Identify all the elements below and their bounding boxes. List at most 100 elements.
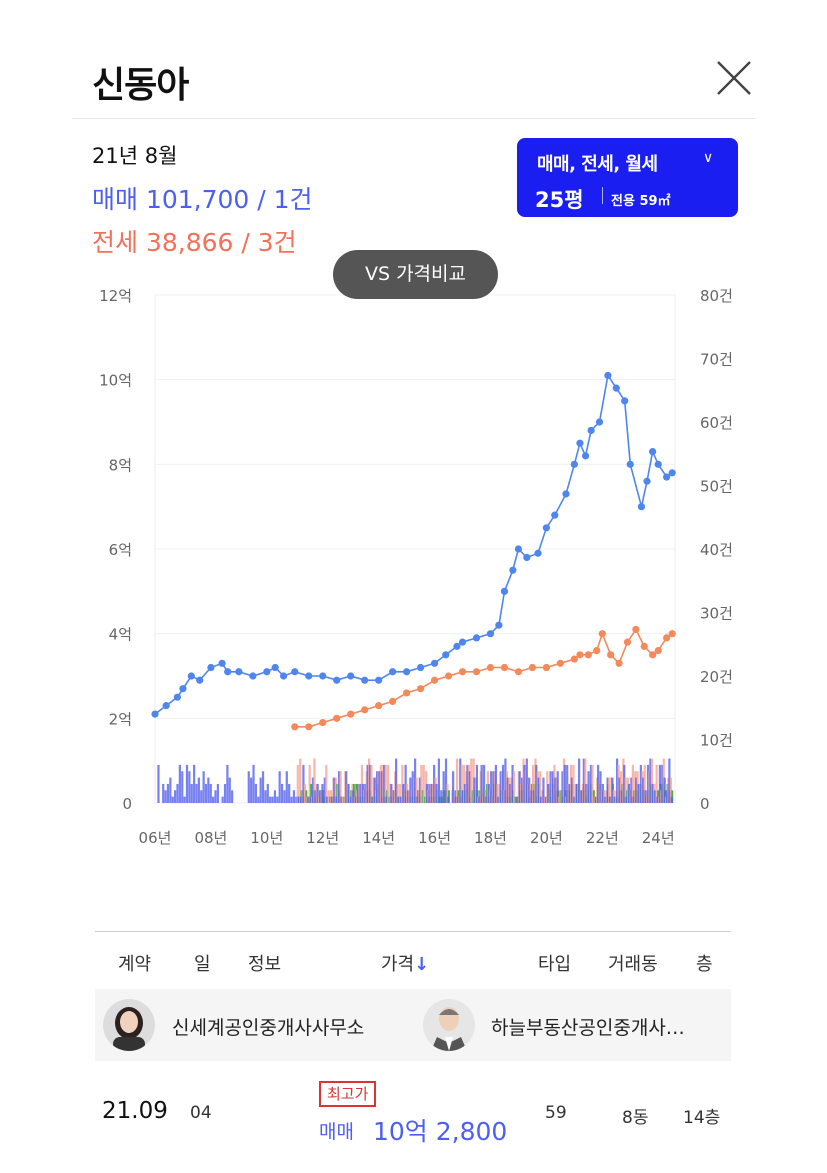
sale-point — [280, 672, 288, 680]
sale-volume-bar — [269, 796, 272, 803]
sale-point — [551, 511, 559, 519]
header-price[interactable]: 가격↓ — [381, 950, 429, 976]
sale-volume-bar — [642, 777, 645, 803]
sale-volume-bar — [577, 758, 581, 803]
sale-volume-bar — [364, 783, 367, 803]
jeonse-point — [584, 651, 592, 659]
sale-volume-bar — [637, 783, 640, 803]
avatar[interactable] — [103, 999, 155, 1051]
header-divider — [72, 118, 755, 119]
sale-volume-bar — [209, 783, 212, 803]
filter-separator — [602, 187, 603, 204]
trade-types: 매매, 전세, 월세 — [537, 154, 658, 175]
sale-point — [581, 452, 590, 460]
jeonse-point — [347, 710, 355, 718]
agent-name[interactable]: 신세계공인중개사사무소 — [172, 1017, 365, 1039]
sale-volume-bar — [390, 783, 393, 803]
header-contract[interactable]: 계약 — [118, 954, 152, 975]
sale-point — [196, 676, 204, 684]
header-info[interactable]: 정보 — [248, 954, 282, 975]
sale-volume-bar — [371, 796, 374, 803]
header-type[interactable]: 타입 — [538, 954, 572, 975]
sale-volume-bar — [523, 764, 526, 803]
table-row[interactable]: 21.09 04 최고가 매매 10억 2,800 59 8동 14층 — [95, 1070, 731, 1170]
sale-point — [542, 524, 550, 532]
jeonse-volume-bar — [591, 764, 594, 803]
sale-volume-bar — [475, 764, 479, 803]
avatar[interactable] — [423, 999, 475, 1051]
trade-filter-button[interactable]: 매매, 전세, 월세 ∨ 25평 전용 59㎡ — [517, 138, 738, 217]
sale-volume-bar — [433, 764, 436, 803]
jeonse-volume-bar — [619, 771, 623, 803]
y2-tick-label: 20건 — [700, 668, 733, 686]
sale-volume-bar — [440, 790, 443, 803]
sale-volume-bar — [345, 771, 348, 803]
price-chart[interactable]: 0 2억 4억 6억 8억 10억 12억 0 10건 20건 30건 40건 50건 60건 70건 80건… — [0, 280, 827, 860]
jeonse-point — [654, 647, 662, 655]
sale-volume-bar — [585, 783, 588, 803]
sale-volume-bar — [452, 771, 455, 803]
jeonse-point — [472, 668, 481, 676]
y2-tick-label: 70건 — [700, 351, 733, 369]
row-area: 59 — [545, 1103, 567, 1123]
jeonse-point — [593, 647, 601, 655]
sale-volume-bar — [380, 771, 383, 803]
header-dong[interactable]: 거래동 — [608, 954, 658, 975]
jeonse-point — [598, 630, 606, 638]
sale-volume-bar — [497, 796, 500, 803]
sale-volume-bar — [670, 796, 673, 803]
sale-volume-bar — [392, 790, 395, 803]
sale-volume-bar — [573, 796, 576, 803]
size-pyeong: 25평 — [535, 188, 584, 212]
sale-volume-bar — [261, 771, 265, 803]
jeonse-volume-bar — [539, 771, 542, 803]
jeonse-volume-bar — [608, 777, 611, 803]
header-floor[interactable]: 층 — [696, 954, 713, 975]
sale-point — [663, 473, 671, 481]
sale-volume-bar — [661, 764, 664, 803]
sale-volume-bar — [563, 764, 566, 803]
sale-volume-bar — [340, 796, 343, 803]
sale-volume-bar — [188, 771, 191, 803]
sale-volume-bar — [383, 764, 386, 803]
close-icon[interactable] — [714, 58, 754, 98]
x-tick-label: 18년 — [474, 829, 507, 847]
sale-volume-bar — [200, 790, 203, 803]
sale-volume-bar — [257, 796, 260, 803]
sale-volume-bar — [181, 771, 184, 803]
sale-volume-bar — [623, 764, 626, 803]
y2-tick-label: 10건 — [700, 732, 733, 750]
sale-volume-bar — [554, 777, 557, 803]
vs-compare-button[interactable]: VS 가격비교 — [333, 250, 498, 299]
sale-volume-bar — [616, 758, 619, 803]
sale-volume-bar — [506, 777, 509, 803]
sale-volume-bar — [183, 796, 186, 803]
y-tick-label: 4억 — [109, 626, 132, 644]
agent-strip: 신세계공인중개사사무소 하늘부동산공인중개사… — [95, 989, 731, 1061]
agent-name[interactable]: 하늘부동산공인중개사… — [491, 1017, 685, 1039]
sale-volume-bar — [356, 783, 360, 803]
sale-volume-bar — [620, 790, 623, 803]
sale-point — [179, 685, 187, 693]
jeonse-volume-bar — [572, 764, 575, 803]
jeonse-volume-bar — [299, 758, 302, 803]
sale-volume-bar — [646, 764, 650, 803]
header-day[interactable]: 일 — [194, 954, 211, 975]
jeonse-point — [389, 697, 397, 705]
sale-volume-bar — [537, 777, 540, 803]
sale-volume-bar — [516, 796, 519, 803]
sale-volume-bar — [283, 790, 286, 803]
jeonse-volume-bar — [415, 777, 418, 803]
sale-volume-bar — [366, 764, 369, 803]
jeonse-price-line — [294, 627, 673, 728]
sale-volume-bar — [618, 777, 621, 803]
jeonse-point — [556, 659, 564, 667]
sale-volume-bar — [223, 783, 227, 803]
sale-volume-bar — [292, 790, 296, 803]
y2-tick-label: 80건 — [700, 287, 733, 305]
jeonse-volume-bar — [327, 790, 330, 803]
jeonse-volume-bar — [531, 764, 535, 803]
sale-volume-bar — [314, 790, 317, 803]
sale-volume-bar — [228, 777, 231, 803]
sale-volume-bar — [166, 783, 170, 803]
